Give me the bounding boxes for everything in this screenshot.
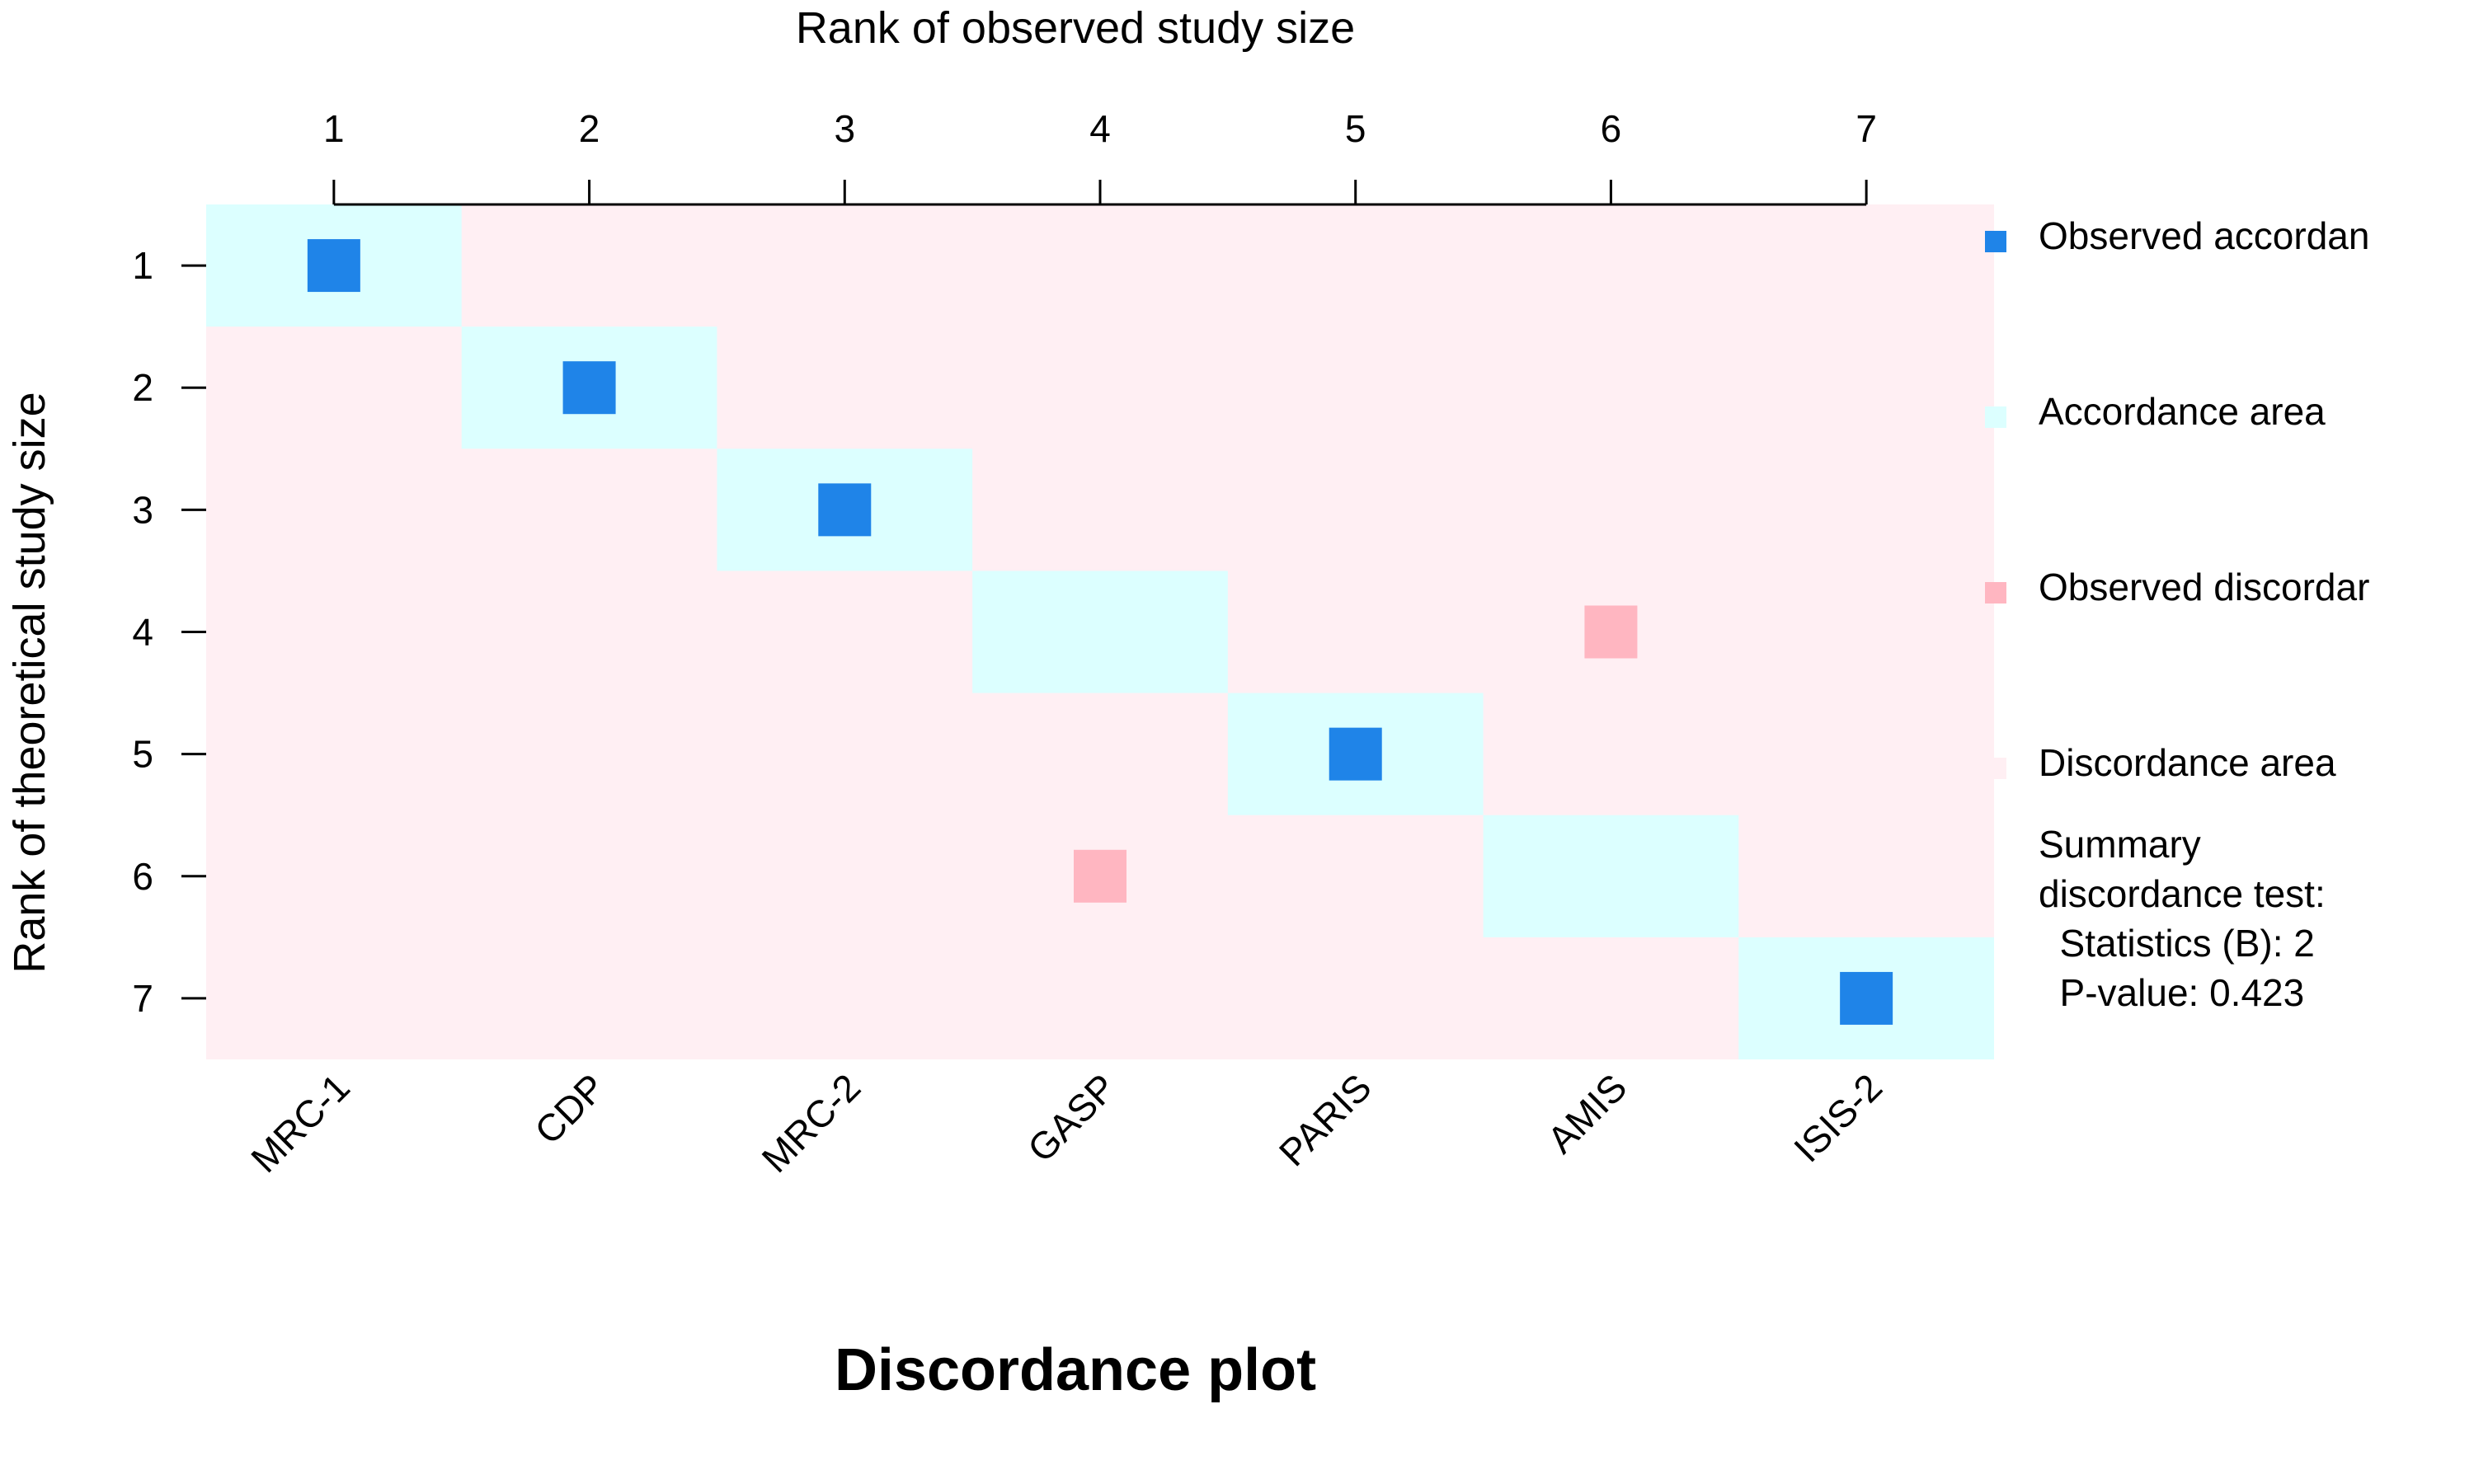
legend-swatch	[1985, 758, 2006, 779]
legend-label: Discordance area	[2039, 741, 2336, 784]
summary-line: discordance test:	[2039, 872, 2326, 915]
legend-label: Observed accordan	[2039, 214, 2369, 257]
study-label: ISIS-2	[1785, 1065, 1890, 1170]
accordant-point	[818, 483, 872, 537]
y-tick-label: 2	[132, 366, 153, 409]
study-label: GASP	[1019, 1065, 1124, 1170]
accordant-point	[1840, 971, 1893, 1025]
x-tick-label: 7	[1856, 107, 1877, 150]
study-label: AMIS	[1539, 1065, 1634, 1161]
accordant-point	[307, 239, 360, 293]
y-tick-label: 5	[132, 733, 153, 776]
study-label: CDP	[526, 1065, 613, 1152]
y-axis: 1 2 3 4 5 6 7	[132, 244, 206, 1020]
accordant-point	[562, 361, 616, 415]
legend-swatch	[1985, 406, 2006, 428]
legend-label: Accordance area	[2039, 390, 2326, 433]
x-tick-label: 6	[1601, 107, 1622, 150]
points-layer	[307, 239, 1893, 1025]
y-tick-label: 7	[132, 977, 153, 1020]
summary-text: Summary discordance test: Statistics (B):…	[2039, 823, 2326, 1014]
x-tick-label: 3	[834, 107, 855, 150]
y-axis-title: Rank of theoretical study size	[5, 392, 54, 973]
accordance-area-layer	[206, 204, 1994, 1059]
x-axis: 1 2 3 4 5 6 7	[323, 107, 1877, 206]
x-axis-title: Rank of observed study size	[796, 3, 1355, 53]
study-label: MRC-2	[754, 1065, 869, 1181]
summary-line: Summary	[2039, 823, 2201, 866]
y-tick-label: 6	[132, 855, 153, 898]
x-tick-label: 1	[323, 107, 345, 150]
y-tick-label: 4	[132, 611, 153, 654]
x-tick-label: 4	[1089, 107, 1111, 150]
legend: Observed accordan Accordance area Observed…	[1985, 214, 2369, 784]
accordance-cell	[972, 571, 1228, 693]
accordance-cell	[1483, 815, 1739, 937]
legend-swatch	[1985, 582, 2006, 603]
legend-label: Observed discordar	[2039, 566, 2369, 608]
y-tick-label: 3	[132, 488, 153, 531]
study-label: MRC-1	[242, 1065, 358, 1181]
discordant-point	[1584, 605, 1638, 659]
chart-title: Discordance plot	[835, 1337, 1316, 1403]
accordant-point	[1329, 727, 1382, 781]
legend-swatch	[1985, 231, 2006, 252]
discordant-point	[1074, 849, 1126, 903]
y-tick-label: 1	[132, 244, 153, 287]
summary-line: P-value: 0.423	[2039, 971, 2304, 1014]
summary-line: Statistics (B): 2	[2039, 922, 2315, 965]
study-label: PARIS	[1271, 1065, 1380, 1174]
study-labels: MRC-1 CDP MRC-2 GASP PARIS AMIS ISIS-2	[242, 1065, 1890, 1181]
x-tick-label: 5	[1345, 107, 1366, 150]
x-tick-label: 2	[579, 107, 600, 150]
